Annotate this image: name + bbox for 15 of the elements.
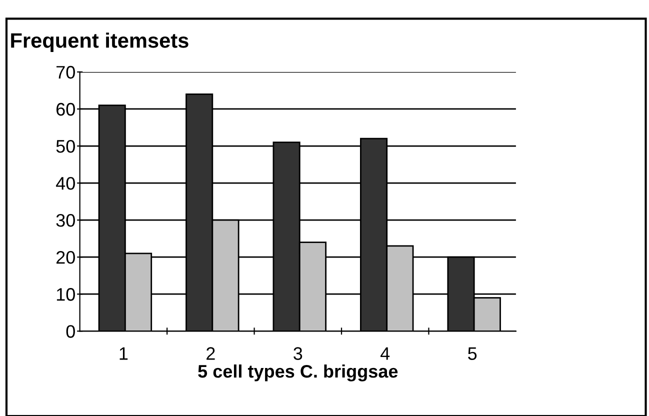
y-tick-label: 70	[56, 66, 75, 79]
y-tick-label: 0	[66, 325, 75, 338]
x-axis-title: 5 cell types C. briggsae	[198, 364, 398, 382]
y-tick-label: 40	[56, 176, 75, 190]
y-tick-label: 50	[56, 140, 75, 153]
y-tick-label: 10	[56, 288, 75, 301]
chart-title: Frequent itemsets	[11, 32, 188, 52]
x-tick-label: 1	[120, 347, 128, 360]
y-tick-label: 60	[56, 102, 75, 116]
x-tick-label: 5	[468, 347, 477, 360]
y-tick-label: 20	[56, 251, 75, 264]
x-tick-label: 3	[294, 347, 302, 360]
x-tick-label: 4	[380, 347, 390, 360]
y-tick-label: 30	[56, 214, 75, 227]
x-tick-label: 2	[206, 347, 215, 360]
